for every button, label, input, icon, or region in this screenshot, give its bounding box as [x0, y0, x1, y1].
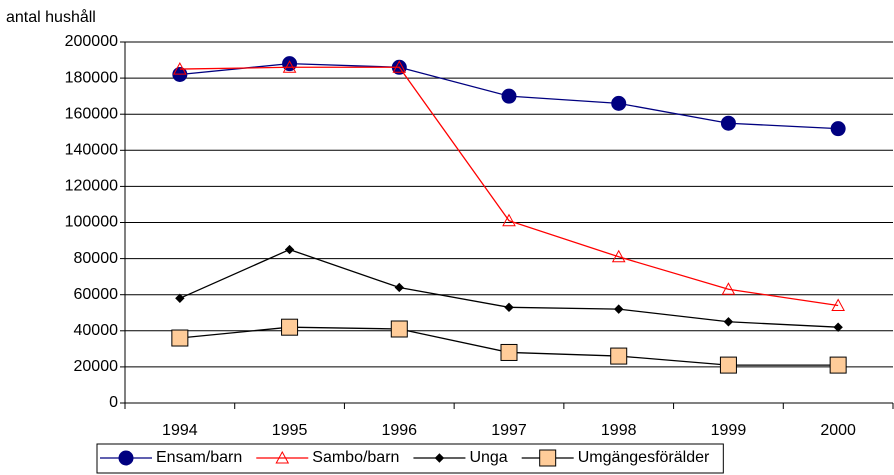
marker: [394, 282, 404, 293]
marker: [833, 322, 843, 332]
marker: [434, 453, 445, 463]
marker: [719, 356, 737, 374]
legend-label: Sambo/barn: [312, 449, 399, 466]
marker: [614, 304, 624, 314]
y-tick-label: 60000: [74, 286, 119, 303]
marker: [721, 282, 736, 295]
marker: [830, 121, 846, 137]
x-tick-label: 2000: [820, 422, 856, 439]
marker: [284, 244, 295, 255]
x-tick-label: 1994: [162, 422, 198, 439]
marker: [829, 356, 847, 374]
marker: [611, 249, 626, 263]
y-tick-label: 200000: [65, 33, 118, 50]
legend-box: [96, 443, 724, 474]
x-tick-label: 1996: [381, 422, 417, 439]
y-tick-label: 40000: [74, 322, 119, 339]
series-line: [179, 66, 839, 307]
marker: [390, 320, 408, 338]
y-tick-label: 120000: [65, 178, 118, 195]
marker: [175, 293, 185, 304]
y-tick-label: 160000: [65, 105, 118, 122]
marker: [504, 302, 514, 313]
y-tick-label: 20000: [74, 358, 119, 375]
marker: [611, 95, 627, 111]
y-tick-label: 80000: [74, 250, 119, 267]
marker: [501, 88, 517, 104]
marker: [610, 347, 628, 365]
legend-label: Umgängesförälder: [578, 449, 710, 466]
x-tick-label: 1998: [601, 422, 637, 439]
x-tick-label: 1997: [491, 422, 527, 439]
x-tick-label: 1995: [272, 422, 308, 439]
marker: [173, 62, 187, 75]
marker: [118, 450, 134, 466]
marker: [171, 329, 189, 347]
y-tick-label: 100000: [65, 214, 118, 231]
marker: [392, 60, 407, 73]
y-tick-label: 180000: [65, 69, 118, 86]
series-line: [179, 248, 839, 328]
y-axis-label: antal hushåll: [6, 8, 96, 26]
marker: [281, 318, 299, 336]
legend-label: Unga: [469, 449, 507, 466]
marker: [539, 449, 557, 467]
marker: [282, 60, 297, 73]
marker: [275, 450, 290, 464]
x-tick-label: 1999: [711, 422, 747, 439]
marker: [831, 298, 845, 312]
marker: [502, 213, 516, 227]
marker: [723, 317, 734, 327]
marker: [500, 343, 518, 361]
y-tick-label: 0: [109, 394, 118, 411]
marker: [720, 115, 736, 131]
marker: [282, 56, 298, 72]
y-tick-label: 140000: [65, 142, 118, 159]
legend-label: Ensam/barn: [156, 449, 242, 466]
